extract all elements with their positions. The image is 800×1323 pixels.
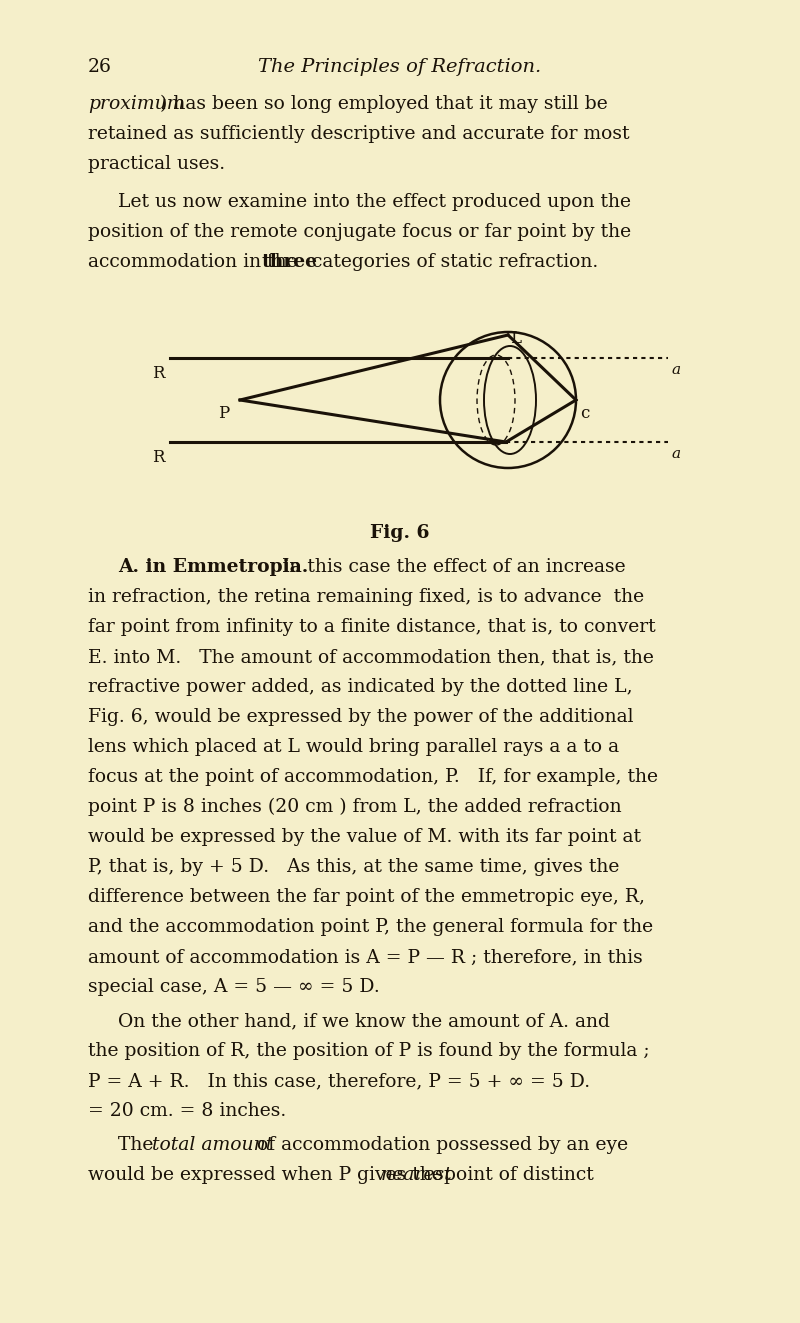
Text: P = A + R.   In this case, therefore, P = 5 + ∞ = 5 D.: P = A + R. In this case, therefore, P = … bbox=[88, 1072, 590, 1090]
Text: focus at the point of accommodation, P.   If, for example, the: focus at the point of accommodation, P. … bbox=[88, 767, 658, 786]
Text: and the accommodation point P, the general formula for the: and the accommodation point P, the gener… bbox=[88, 918, 653, 935]
Text: in refraction, the retina remaining fixed, is to advance  the: in refraction, the retina remaining fixe… bbox=[88, 587, 644, 606]
Text: of accommodation possessed by an eye: of accommodation possessed by an eye bbox=[251, 1136, 628, 1154]
Text: c: c bbox=[580, 405, 590, 422]
Text: R: R bbox=[152, 365, 165, 382]
Text: In this case the effect of an increase: In this case the effect of an increase bbox=[270, 558, 626, 576]
Text: Fig. 6: Fig. 6 bbox=[370, 524, 430, 542]
Text: P, that is, by + 5 D.   As this, at the same time, gives the: P, that is, by + 5 D. As this, at the sa… bbox=[88, 859, 619, 876]
Text: a: a bbox=[671, 363, 680, 377]
Text: far point from infinity to a finite distance, that is, to convert: far point from infinity to a finite dist… bbox=[88, 618, 656, 636]
Text: E. into M.   The amount of accommodation then, that is, the: E. into M. The amount of accommodation t… bbox=[88, 648, 654, 665]
Text: refractive power added, as indicated by the dotted line L,: refractive power added, as indicated by … bbox=[88, 677, 633, 696]
Text: difference between the far point of the emmetropic eye, R,: difference between the far point of the … bbox=[88, 888, 645, 906]
Text: position of the remote conjugate focus or far point by the: position of the remote conjugate focus o… bbox=[88, 224, 631, 241]
Text: ) has been so long employed that it may still be: ) has been so long employed that it may … bbox=[160, 95, 608, 114]
Text: special case, A = 5 — ∞ = 5 D.: special case, A = 5 — ∞ = 5 D. bbox=[88, 978, 380, 996]
Text: would be expressed by the value of M. with its far point at: would be expressed by the value of M. wi… bbox=[88, 828, 641, 845]
Text: = 20 cm. = 8 inches.: = 20 cm. = 8 inches. bbox=[88, 1102, 286, 1121]
Text: nearest: nearest bbox=[381, 1166, 453, 1184]
Text: point of distinct: point of distinct bbox=[438, 1166, 594, 1184]
Text: amount of accommodation is A = P — R ; therefore, in this: amount of accommodation is A = P — R ; t… bbox=[88, 949, 642, 966]
Text: The Principles of Refraction.: The Principles of Refraction. bbox=[258, 58, 542, 75]
Text: point P is 8 inches (20 cm ) from L, the added refraction: point P is 8 inches (20 cm ) from L, the… bbox=[88, 798, 622, 816]
Text: practical uses.: practical uses. bbox=[88, 155, 225, 173]
Text: total amount: total amount bbox=[152, 1136, 274, 1154]
Text: P: P bbox=[218, 405, 230, 422]
Text: categories of static refraction.: categories of static refraction. bbox=[306, 253, 598, 271]
Text: the position of R, the position of P is found by the formula ;: the position of R, the position of P is … bbox=[88, 1043, 650, 1060]
Text: three: three bbox=[262, 253, 318, 271]
Text: Fig. 6, would be expressed by the power of the additional: Fig. 6, would be expressed by the power … bbox=[88, 708, 634, 726]
Text: Let us now examine into the effect produced upon the: Let us now examine into the effect produ… bbox=[118, 193, 631, 210]
Text: A. in Emmetropia.: A. in Emmetropia. bbox=[118, 558, 308, 576]
Text: The: The bbox=[118, 1136, 159, 1154]
Text: On the other hand, if we know the amount of A. and: On the other hand, if we know the amount… bbox=[118, 1012, 610, 1031]
Text: accommodation in the: accommodation in the bbox=[88, 253, 304, 271]
Text: R: R bbox=[152, 448, 165, 466]
Text: proximum: proximum bbox=[88, 95, 185, 112]
Text: retained as sufficiently descriptive and accurate for most: retained as sufficiently descriptive and… bbox=[88, 124, 630, 143]
Text: would be expressed when P gives the: would be expressed when P gives the bbox=[88, 1166, 449, 1184]
Text: L: L bbox=[510, 329, 521, 347]
Text: a: a bbox=[671, 447, 680, 460]
Text: lens which placed at L would bring parallel rays a a to a: lens which placed at L would bring paral… bbox=[88, 738, 619, 755]
Text: 26: 26 bbox=[88, 58, 112, 75]
